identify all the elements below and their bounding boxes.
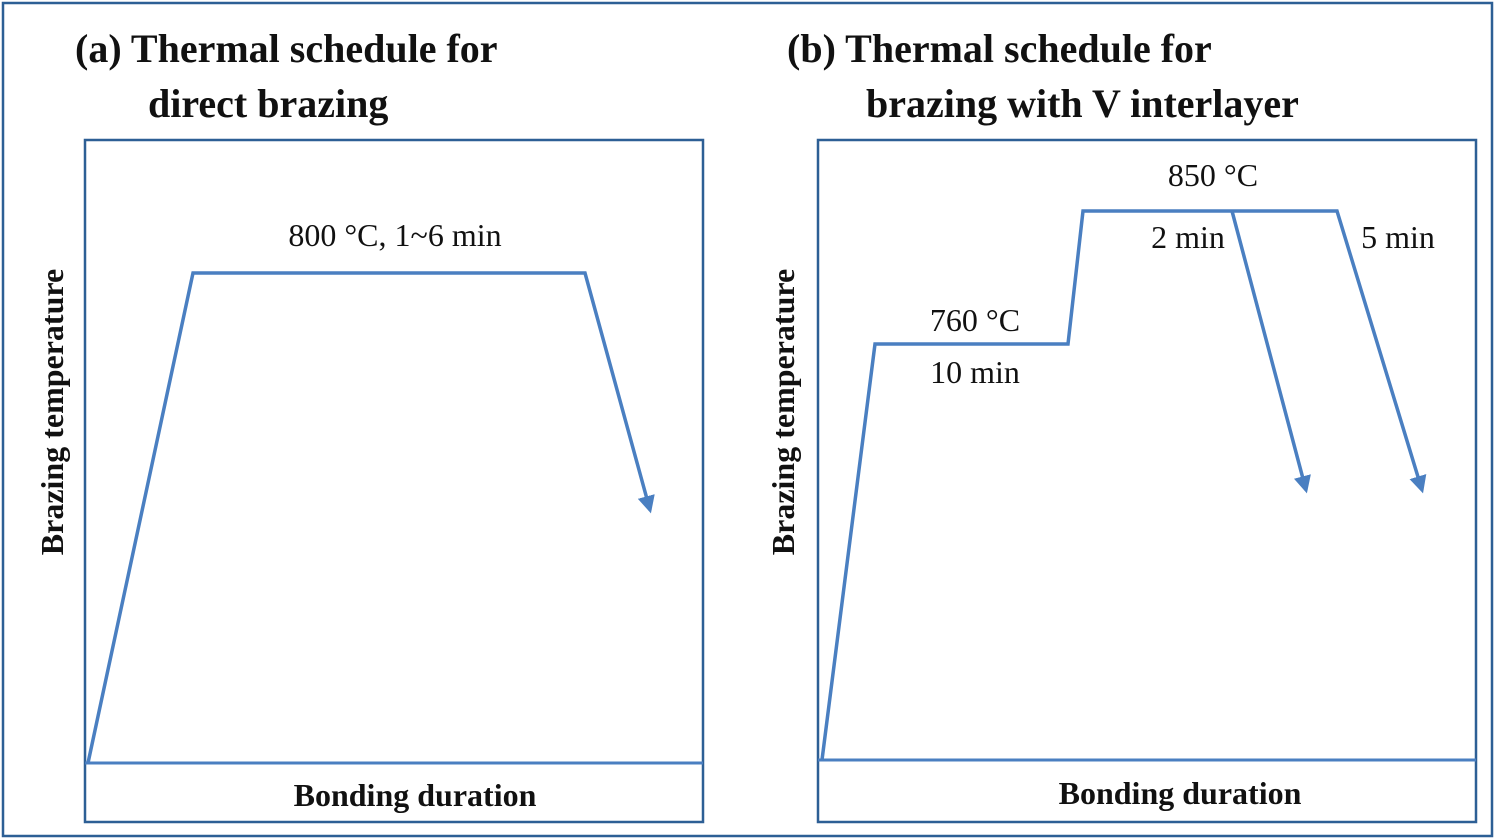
panel-title: brazing with V interlayer xyxy=(866,81,1299,126)
annotation: 5 min xyxy=(1361,219,1435,255)
panel-b: (b) Thermal schedule for brazing with V … xyxy=(765,26,1478,824)
annotation: 760 °C xyxy=(930,302,1020,338)
panel-title: (a) Thermal schedule for xyxy=(75,26,498,71)
thermal-curve xyxy=(86,271,655,764)
panel-title: direct brazing xyxy=(148,81,388,126)
annotation: 850 °C xyxy=(1168,157,1258,193)
panel-title: (b) Thermal schedule for xyxy=(787,26,1212,71)
thermal-branch xyxy=(1230,210,1311,494)
annotation: 10 min xyxy=(930,354,1020,390)
plot-box xyxy=(83,138,705,824)
thermal-curve xyxy=(820,209,1427,761)
annotation: 2 min xyxy=(1151,219,1225,255)
y-axis-label: Brazing temperature xyxy=(34,269,70,555)
panel-a: (a) Thermal schedule for direct brazing … xyxy=(34,26,705,824)
plot-box xyxy=(816,138,1478,824)
annotation: 800 °C, 1~6 min xyxy=(288,217,501,253)
x-axis-label: Bonding duration xyxy=(294,777,537,813)
x-axis-label: Bonding duration xyxy=(1059,775,1302,811)
y-axis-label: Brazing temperature xyxy=(765,269,801,555)
